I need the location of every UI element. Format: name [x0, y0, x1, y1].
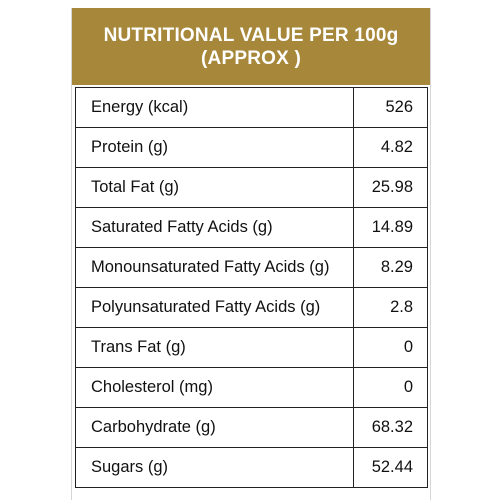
- nutrient-name: Energy (kcal): [75, 87, 354, 128]
- nutrient-name: Sugars (g): [75, 447, 354, 488]
- table-row: Protein (g) 4.82: [75, 127, 428, 168]
- nutrient-value: 4.82: [353, 127, 428, 168]
- nutrient-name: Saturated Fatty Acids (g): [75, 207, 354, 248]
- nutrient-value: 25.98: [353, 167, 428, 208]
- table-row: Trans Fat (g) 0: [75, 327, 428, 368]
- nutrient-value: 0: [353, 327, 428, 368]
- nutrient-name: Monounsaturated Fatty Acids (g): [75, 247, 354, 288]
- table-row: Energy (kcal) 526: [75, 87, 428, 128]
- nutrient-value: 526: [353, 87, 428, 128]
- table-row: Cholesterol (mg) 0: [75, 367, 428, 408]
- nutrient-value: 0: [353, 367, 428, 408]
- nutrition-title: NUTRITIONAL VALUE PER 100g (APPROX ): [103, 24, 399, 69]
- nutrient-value: 68.32: [353, 407, 428, 448]
- table-row: Polyunsaturated Fatty Acids (g) 2.8: [75, 287, 428, 328]
- nutrient-name: Cholesterol (mg): [75, 367, 354, 408]
- table-row: Saturated Fatty Acids (g) 14.89: [75, 207, 428, 248]
- nutrition-panel: NUTRITIONAL VALUE PER 100g (APPROX ) Ene…: [71, 8, 431, 500]
- nutrient-name: Trans Fat (g): [75, 327, 354, 368]
- nutrient-value: 14.89: [353, 207, 428, 248]
- nutrition-header: NUTRITIONAL VALUE PER 100g (APPROX ): [72, 8, 430, 85]
- table-row: Sugars (g) 52.44: [75, 447, 428, 488]
- table-row: Total Fat (g) 25.98: [75, 167, 428, 208]
- nutrient-value: 8.29: [353, 247, 428, 288]
- nutrient-value: 52.44: [353, 447, 428, 488]
- table-row: Monounsaturated Fatty Acids (g) 8.29: [75, 247, 428, 288]
- nutrition-table: Energy (kcal) 526 Protein (g) 4.82 Total…: [75, 87, 428, 488]
- nutrient-name: Carbohydrate (g): [75, 407, 354, 448]
- nutrient-value: 2.8: [353, 287, 428, 328]
- nutrient-name: Polyunsaturated Fatty Acids (g): [75, 287, 354, 328]
- nutrient-name: Total Fat (g): [75, 167, 354, 208]
- table-row: Carbohydrate (g) 68.32: [75, 407, 428, 448]
- nutrient-name: Protein (g): [75, 127, 354, 168]
